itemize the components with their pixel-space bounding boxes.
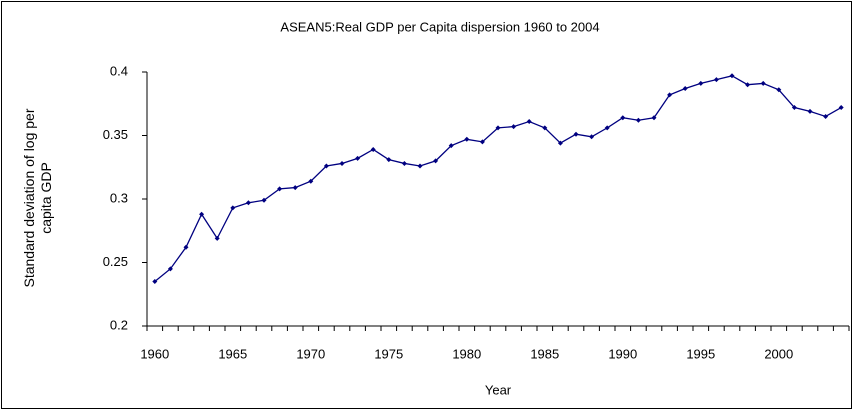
- y-tick-label: 0.4: [110, 63, 128, 78]
- chart-title: ASEAN5:Real GDP per Capita dispersion 19…: [280, 19, 599, 34]
- point-marker: [261, 197, 267, 203]
- x-tick-label: 1990: [608, 346, 637, 361]
- point-marker: [277, 186, 283, 192]
- x-tick-label: 1970: [296, 346, 325, 361]
- point-marker: [573, 131, 579, 137]
- point-marker: [370, 146, 376, 152]
- point-marker: [292, 185, 298, 191]
- point-marker: [791, 105, 797, 111]
- point-marker: [152, 279, 158, 285]
- point-marker: [495, 125, 501, 131]
- point-marker: [355, 155, 361, 161]
- point-marker: [542, 125, 548, 131]
- point-marker: [433, 158, 439, 164]
- point-marker: [760, 80, 766, 86]
- point-marker: [667, 92, 673, 98]
- point-marker: [682, 86, 688, 92]
- x-tick-label: 1975: [374, 346, 403, 361]
- point-marker: [183, 244, 189, 250]
- point-marker: [698, 80, 704, 86]
- point-marker: [167, 266, 173, 272]
- point-marker: [776, 87, 782, 93]
- point-marker: [464, 136, 470, 142]
- point-marker: [308, 178, 314, 184]
- point-marker: [230, 205, 236, 211]
- point-marker: [713, 77, 719, 83]
- point-marker: [557, 140, 563, 146]
- point-marker: [620, 115, 626, 121]
- point-marker: [386, 157, 392, 163]
- point-marker: [651, 115, 657, 121]
- point-marker: [199, 211, 205, 217]
- x-tick-label: 1980: [452, 346, 481, 361]
- point-marker: [526, 119, 532, 125]
- x-axis-label: Year: [485, 382, 512, 397]
- y-tick-label: 0.2: [110, 317, 128, 332]
- x-tick-label: 1985: [530, 346, 559, 361]
- point-marker: [214, 235, 220, 241]
- point-marker: [401, 160, 407, 166]
- y-tick-label: 0.35: [103, 127, 128, 142]
- point-marker: [823, 113, 829, 119]
- point-marker: [323, 163, 329, 169]
- point-marker: [245, 200, 251, 206]
- x-tick-label: 1995: [686, 346, 715, 361]
- point-marker: [479, 139, 485, 145]
- x-tick-label: 1965: [218, 346, 247, 361]
- point-marker: [417, 163, 423, 169]
- point-marker: [339, 160, 345, 166]
- point-marker: [604, 125, 610, 131]
- point-marker: [838, 105, 844, 111]
- x-tick-label: 2000: [764, 346, 793, 361]
- point-marker: [807, 108, 813, 114]
- point-marker: [635, 117, 641, 123]
- point-marker: [729, 73, 735, 79]
- y-tick-label: 0.3: [110, 190, 128, 205]
- point-marker: [745, 82, 751, 88]
- point-marker: [448, 143, 454, 149]
- x-tick-label: 1960: [140, 346, 169, 361]
- point-marker: [589, 134, 595, 140]
- point-marker: [511, 124, 517, 130]
- y-axis-label: Standard deviation of log per capita GDP: [21, 108, 54, 288]
- y-tick-label: 0.25: [103, 254, 128, 269]
